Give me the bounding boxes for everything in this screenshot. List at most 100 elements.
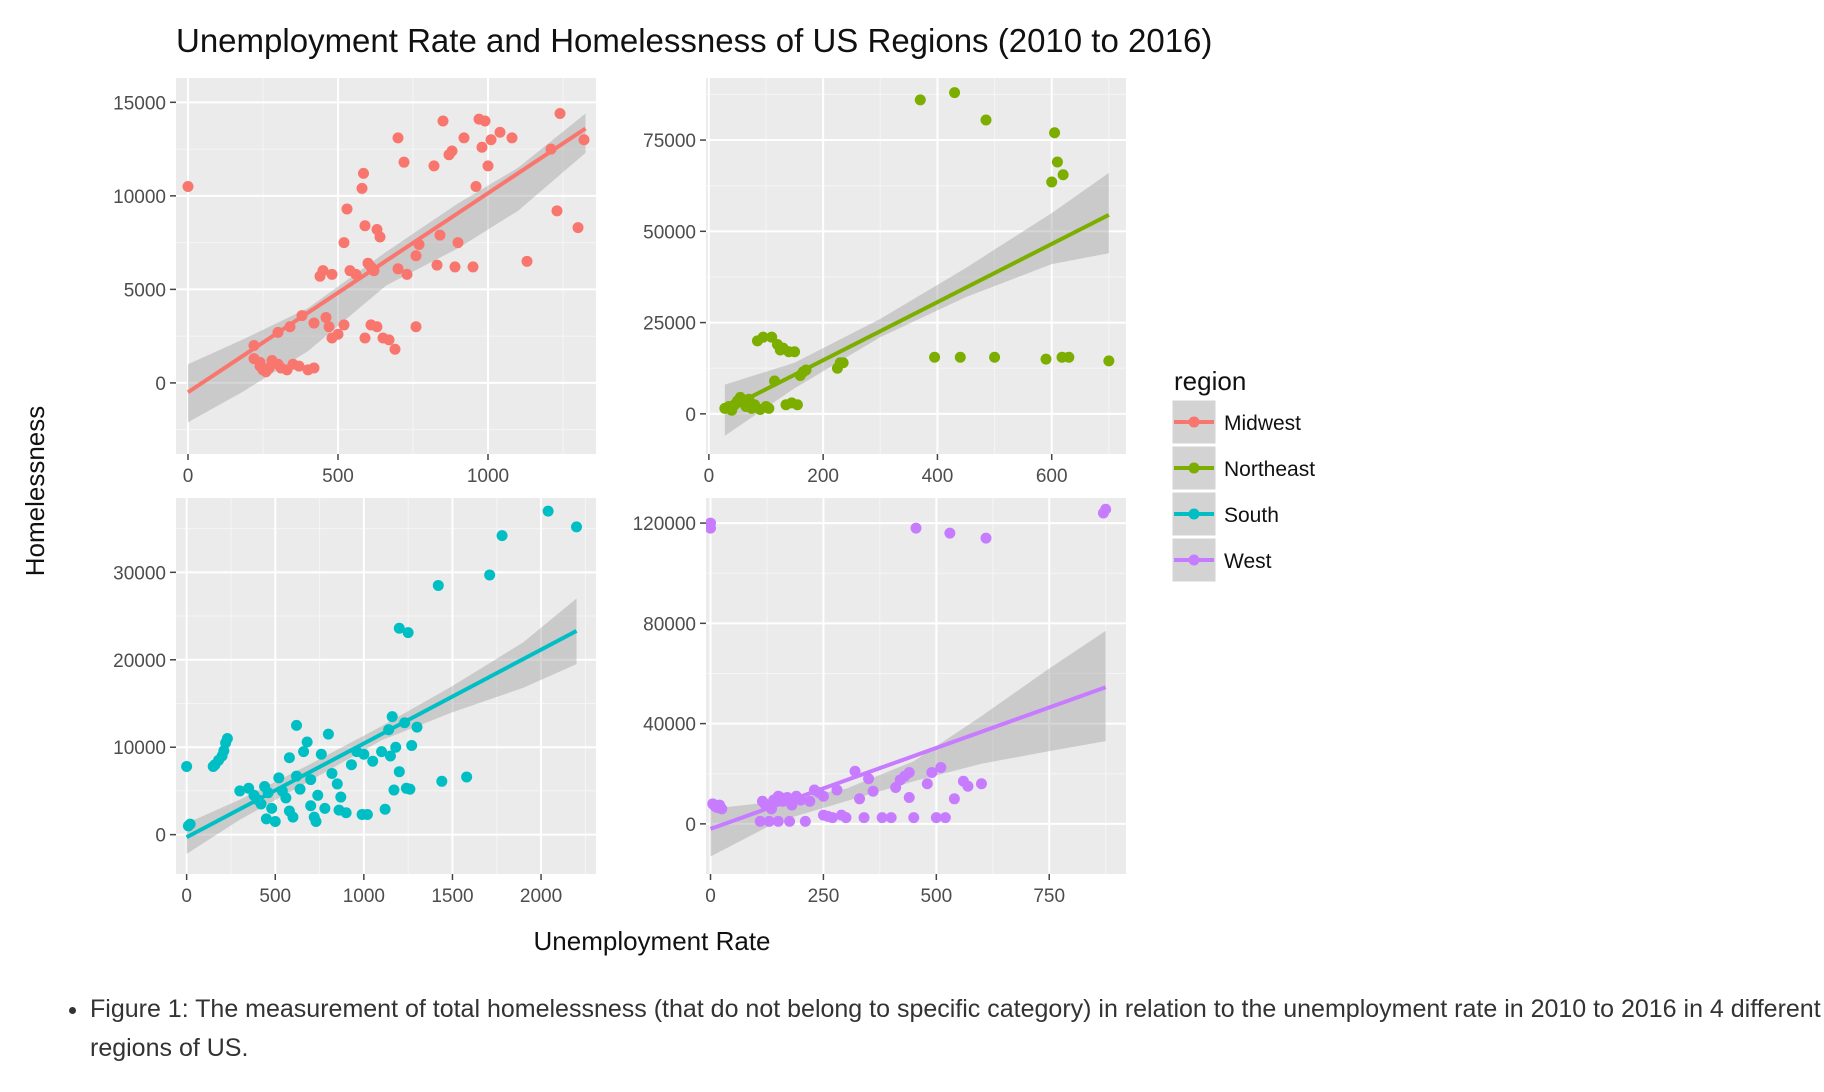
data-point bbox=[954, 351, 966, 363]
data-point bbox=[359, 220, 371, 232]
data-point bbox=[184, 818, 196, 830]
confidence-band bbox=[724, 172, 1109, 436]
data-point bbox=[341, 203, 353, 215]
panel-plot-area bbox=[719, 87, 1115, 436]
data-point bbox=[837, 357, 849, 369]
data-point bbox=[390, 741, 402, 753]
data-point bbox=[221, 732, 233, 744]
data-point bbox=[402, 627, 414, 639]
data-point bbox=[910, 522, 922, 534]
fit-line bbox=[186, 126, 587, 394]
y-tick-label: 50000 bbox=[643, 222, 696, 243]
x-axis-label: Unemployment Rate bbox=[534, 926, 771, 956]
data-point bbox=[401, 268, 413, 280]
x-tick-label: 0 bbox=[705, 886, 716, 907]
data-point bbox=[908, 812, 920, 824]
data-point bbox=[572, 222, 584, 234]
data-point bbox=[371, 321, 383, 333]
data-point bbox=[182, 180, 194, 192]
data-point bbox=[1100, 503, 1112, 515]
data-point bbox=[826, 812, 838, 824]
y-tick-label: 5000 bbox=[124, 280, 166, 301]
confidence-band bbox=[188, 113, 586, 423]
data-point bbox=[332, 328, 344, 340]
data-point bbox=[431, 259, 443, 271]
data-point bbox=[706, 517, 717, 529]
x-tick-label: 0 bbox=[183, 466, 194, 487]
data-point bbox=[831, 784, 843, 796]
data-point bbox=[379, 803, 391, 815]
fit-line bbox=[709, 685, 1107, 831]
data-point bbox=[939, 812, 951, 824]
data-point bbox=[716, 803, 728, 815]
data-point bbox=[867, 785, 879, 797]
data-point bbox=[452, 237, 464, 249]
data-point bbox=[266, 802, 278, 814]
panel-west: 0 250 500 750 0 40000 80000 120000 bbox=[633, 498, 1126, 907]
data-point bbox=[312, 789, 324, 801]
data-point bbox=[949, 87, 961, 99]
x-tick-label: 1000 bbox=[343, 886, 385, 907]
data-point bbox=[345, 759, 357, 771]
data-point bbox=[980, 532, 992, 544]
data-point bbox=[411, 721, 423, 733]
data-point bbox=[542, 505, 554, 517]
data-point bbox=[234, 785, 246, 797]
x-tick-label: 500 bbox=[259, 886, 291, 907]
data-point bbox=[1057, 169, 1069, 181]
x-tick-label: 500 bbox=[920, 886, 952, 907]
chart-title: Unemployment Rate and Homelessness of US… bbox=[176, 22, 1212, 59]
data-point bbox=[283, 752, 295, 764]
y-axis-label: Homelessness bbox=[20, 406, 50, 577]
legend-item-south: South bbox=[1171, 491, 1279, 537]
y-tick-label: 120000 bbox=[633, 514, 696, 535]
data-point bbox=[1049, 127, 1061, 139]
data-point bbox=[754, 815, 766, 827]
y-tick-label: 20000 bbox=[113, 651, 166, 672]
data-point bbox=[273, 772, 285, 784]
data-point bbox=[358, 748, 370, 760]
y-tick-label: 80000 bbox=[643, 614, 696, 635]
x-tick-label: 600 bbox=[1036, 466, 1068, 487]
fit-line bbox=[723, 213, 1110, 412]
data-point bbox=[476, 141, 488, 153]
data-point bbox=[310, 816, 322, 828]
data-point bbox=[948, 793, 960, 805]
legend: region Midwest Northeast South West bbox=[1171, 366, 1315, 583]
y-tick-label: 40000 bbox=[643, 715, 696, 736]
data-point bbox=[323, 321, 335, 333]
y-tick-label: 75000 bbox=[643, 131, 696, 152]
data-point bbox=[496, 530, 508, 542]
data-point bbox=[320, 311, 332, 323]
data-point bbox=[315, 748, 327, 760]
data-point bbox=[254, 356, 266, 368]
x-tick-label: 400 bbox=[922, 466, 954, 487]
data-point bbox=[367, 755, 379, 767]
data-point bbox=[376, 746, 388, 758]
legend-label: South bbox=[1224, 504, 1279, 527]
data-point bbox=[804, 795, 816, 807]
data-point bbox=[763, 402, 775, 414]
data-point bbox=[989, 351, 1001, 363]
legend-key-point bbox=[1188, 554, 1200, 566]
legend-label: West bbox=[1224, 550, 1272, 573]
data-point bbox=[551, 205, 563, 217]
data-point bbox=[975, 778, 987, 790]
data-point bbox=[384, 750, 396, 762]
data-point bbox=[858, 812, 870, 824]
legend-item-midwest: Midwest bbox=[1171, 399, 1301, 445]
x-tick-label: 2000 bbox=[520, 886, 562, 907]
data-point bbox=[1063, 351, 1075, 363]
data-point bbox=[335, 791, 347, 803]
data-point bbox=[326, 767, 338, 779]
data-point bbox=[298, 746, 310, 758]
data-point bbox=[461, 771, 473, 783]
panel-plot-area bbox=[706, 503, 1112, 857]
faceted-scatter-figure: Unemployment Rate and Homelessness of US… bbox=[20, 22, 1315, 956]
data-point bbox=[432, 579, 444, 591]
data-point bbox=[260, 813, 272, 825]
y-tick-label: 10000 bbox=[113, 738, 166, 759]
data-point bbox=[294, 783, 306, 795]
data-point bbox=[962, 780, 974, 792]
x-tick-label: 1500 bbox=[431, 886, 473, 907]
